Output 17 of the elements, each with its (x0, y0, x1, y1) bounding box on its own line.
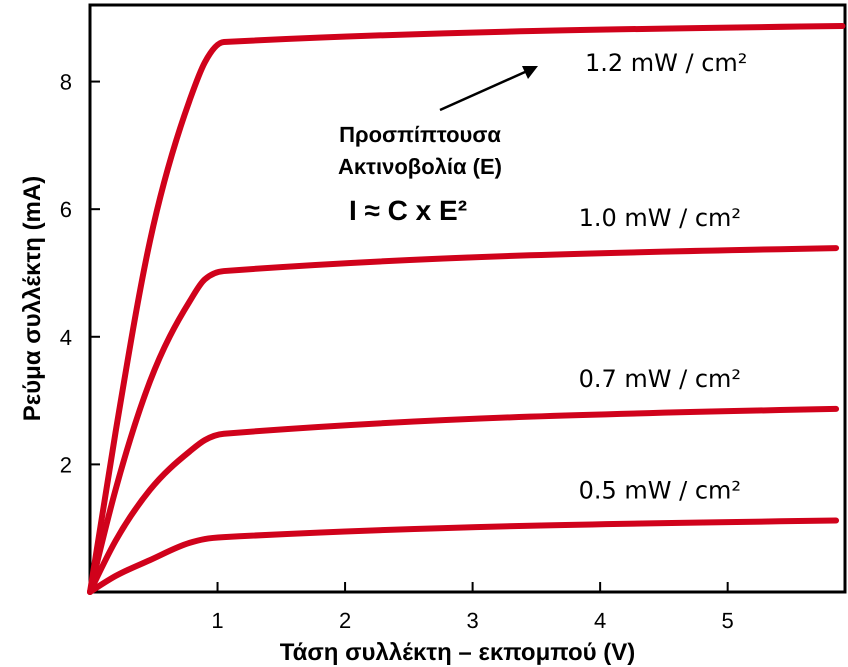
series-label: 0.5 mW / cm² (578, 476, 742, 505)
series-label: 0.7 mW / cm² (578, 364, 742, 393)
x-tick-label: 3 (466, 608, 479, 633)
y-axis-title: Ρεύμα συλλέκτη (mA) (19, 176, 46, 422)
annotation: I ≈ C x E² (348, 195, 468, 226)
y-tick-label: 4 (60, 324, 72, 350)
x-tick-label: 5 (722, 608, 734, 633)
annotation: Προσπίπτουσα Ακτινοβολία (E) (338, 122, 502, 179)
series-label: 1.0 mW / cm² (578, 204, 742, 232)
y-tick-label: 8 (60, 70, 72, 95)
x-tick-label: 2 (338, 608, 352, 633)
y-tick-label: 2 (60, 452, 72, 478)
x-axis-title: Τάση συλλέκτη – εκπομπού (V) (280, 639, 636, 666)
x-tick-label: 4 (594, 608, 606, 633)
series-label: 1.2 mW / cm² (584, 49, 748, 78)
y-tick-label: 6 (60, 197, 72, 222)
x-tick-label: 1 (211, 608, 224, 633)
